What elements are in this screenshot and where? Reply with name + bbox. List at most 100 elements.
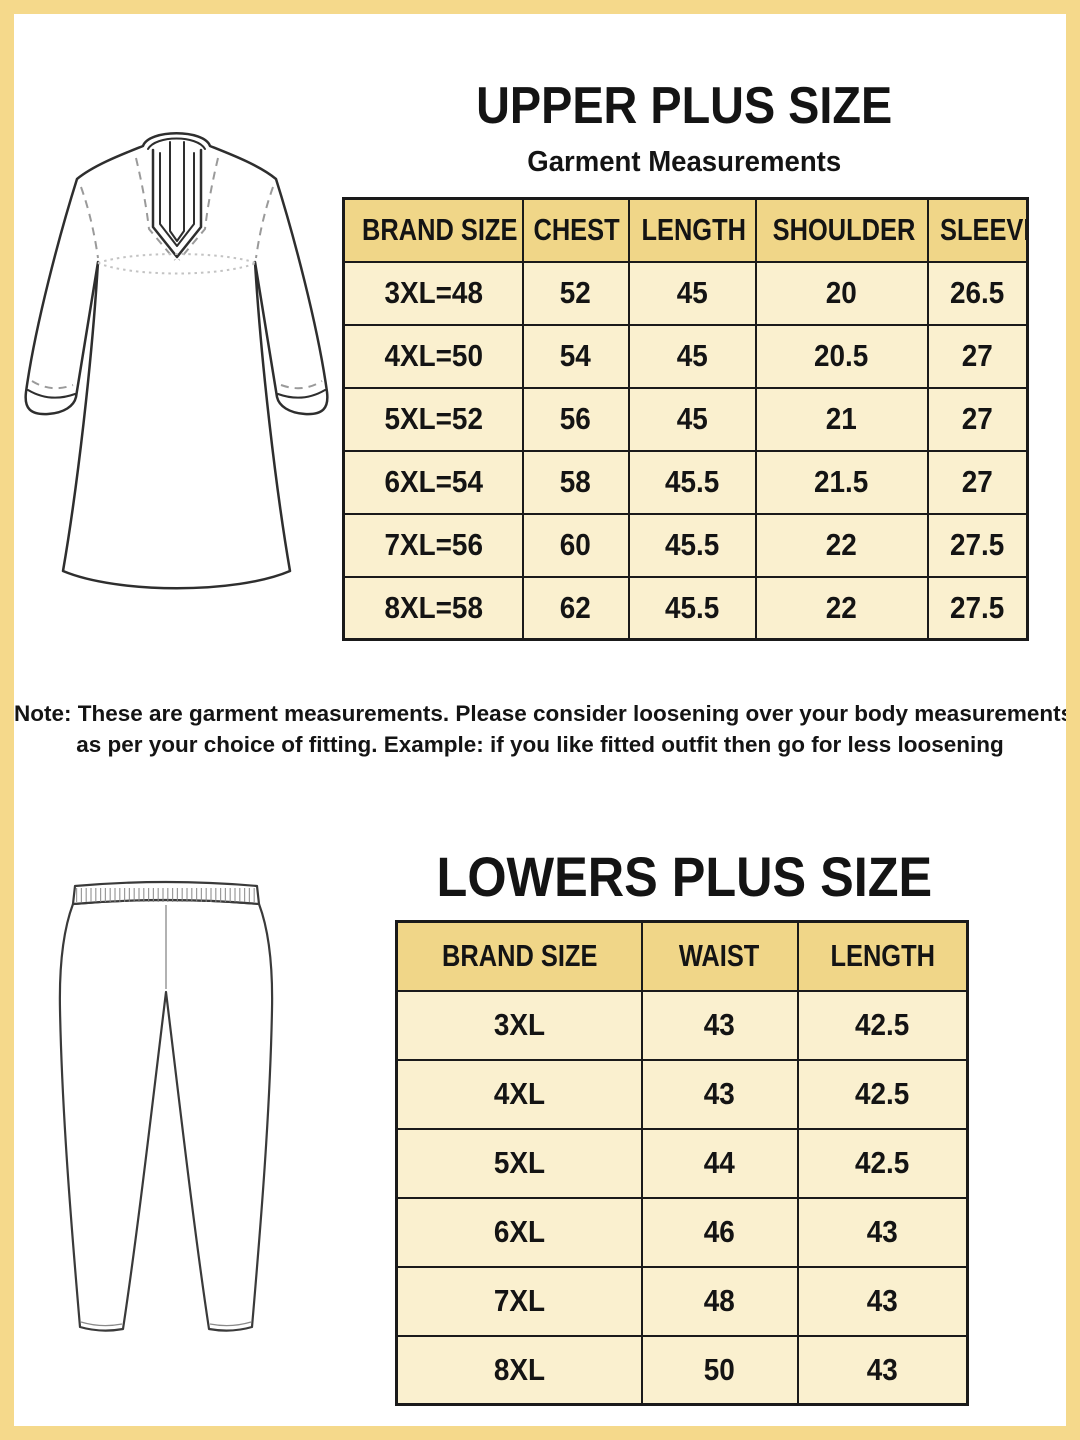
table-cell: 45 (627, 323, 757, 389)
column-header-label: WAIST (679, 938, 760, 974)
table-cell: 6XL (395, 1196, 643, 1268)
table-row: 3XL 43 42.5 (395, 989, 969, 1061)
table-cell: 42.5 (796, 1058, 969, 1130)
table-cell-value: 7XL=56 (383, 527, 483, 562)
table-cell: 48 (640, 1265, 799, 1337)
table-cell-value: 54 (559, 338, 592, 373)
table-cell: 27 (926, 449, 1029, 515)
table-cell: 4XL=50 (342, 323, 524, 389)
table-cell-value: 42.5 (855, 1145, 910, 1180)
column-header-label: LENGTH (640, 212, 746, 248)
column-header: SLEEVE (926, 197, 1029, 263)
table-cell: 46 (640, 1196, 799, 1268)
table-row: 6XL=54 58 45.5 21.5 27 (342, 449, 1029, 515)
table-cell-value: 50 (703, 1351, 736, 1387)
table-cell: 5XL (395, 1127, 643, 1199)
table-cell-value: 21 (825, 401, 858, 436)
upper-subtitle: Garment Measurements (527, 146, 841, 178)
table-cell-value: 20 (825, 275, 858, 310)
table-cell: 58 (521, 449, 630, 515)
table-cell-value: 5XL (493, 1145, 545, 1180)
table-cell: 27 (926, 323, 1029, 389)
table-cell: 26.5 (926, 260, 1029, 326)
table-cell-value: 22 (825, 589, 858, 625)
table-cell: 52 (521, 260, 630, 326)
column-header: WAIST (640, 920, 799, 992)
table-cell-value: 52 (559, 275, 592, 310)
table-cell: 45 (627, 260, 757, 326)
table-cell: 45.5 (627, 512, 757, 578)
column-header-label: SHOULDER (772, 212, 915, 248)
table-cell: 45 (627, 386, 757, 452)
table-cell-value: 8XL (493, 1351, 545, 1387)
table-cell: 3XL (395, 989, 643, 1061)
table-cell: 54 (521, 323, 630, 389)
table-cell-value: 43 (703, 1007, 736, 1042)
column-header-label: CHEST (532, 212, 620, 248)
table-row: 5XL 44 42.5 (395, 1127, 969, 1199)
table-cell: 45.5 (627, 575, 757, 641)
table-cell: 42.5 (796, 1127, 969, 1199)
table-cell: 6XL=54 (342, 449, 524, 515)
table-cell-value: 43 (866, 1283, 898, 1318)
table-row: 7XL 48 43 (395, 1265, 969, 1337)
table-cell-value: 45 (676, 338, 708, 373)
table-cell-value: 3XL (493, 1007, 545, 1042)
pants-illustration (58, 880, 274, 1332)
table-cell: 42.5 (796, 989, 969, 1061)
table-cell: 8XL=58 (342, 575, 524, 641)
column-header-label: BRAND SIZE (441, 938, 597, 974)
table-cell: 3XL=48 (342, 260, 524, 326)
table-cell-value: 27.5 (950, 589, 1005, 625)
table-cell-value: 42.5 (855, 1076, 910, 1111)
table-cell-value: 45 (676, 401, 708, 436)
table-cell: 20.5 (754, 323, 929, 389)
upper-size-table: BRAND SIZE CHEST LENGTH SHOULDER SLEEVE 3XL=4… (342, 197, 1029, 641)
table-cell-value: 45 (676, 275, 708, 310)
table-cell: 43 (640, 1058, 799, 1130)
table-cell-value: 21.5 (814, 464, 869, 499)
table-cell-value: 20.5 (814, 338, 869, 373)
table-cell: 44 (640, 1127, 799, 1199)
table-cell: 20 (754, 260, 929, 326)
table-cell-value: 60 (559, 527, 592, 562)
table-row: 7XL=56 60 45.5 22 27.5 (342, 512, 1029, 578)
table-cell: 27 (926, 386, 1029, 452)
column-header: LENGTH (627, 197, 757, 263)
upper-title: UPPER PLUS SIZE (475, 77, 893, 135)
column-header-label: SLEEVE (939, 212, 1026, 248)
table-cell-value: 62 (559, 589, 592, 625)
lower-size-table: BRAND SIZE WAIST LENGTH 3XL 43 42.5 4XL 43 42.5 5… (395, 920, 969, 1406)
header-row: BRAND SIZE CHEST LENGTH SHOULDER SLEEVE (342, 197, 1029, 263)
table-cell: 43 (796, 1196, 969, 1268)
table-cell: 27.5 (926, 575, 1029, 641)
table-cell: 43 (640, 989, 799, 1061)
table-cell-value: 6XL=54 (383, 464, 483, 499)
table-cell: 56 (521, 386, 630, 452)
column-header: CHEST (521, 197, 630, 263)
table-cell-value: 6XL (493, 1214, 545, 1249)
table-row: 6XL 46 43 (395, 1196, 969, 1268)
table-cell-value: 42.5 (855, 1007, 910, 1042)
table-cell-value: 45.5 (664, 464, 720, 499)
table-cell-value: 44 (703, 1145, 736, 1180)
column-header-label: BRAND SIZE (362, 212, 518, 248)
table-cell-value: 26.5 (950, 275, 1005, 310)
table-row: 8XL=58 62 45.5 22 27.5 (342, 575, 1029, 641)
table-cell-value: 58 (559, 464, 592, 499)
table-cell-value: 22 (825, 527, 858, 562)
table-cell-value: 5XL=52 (383, 401, 483, 436)
table-cell-value: 43 (866, 1214, 898, 1249)
table-row: 4XL 43 42.5 (395, 1058, 969, 1130)
table-cell: 21.5 (754, 449, 929, 515)
table-cell-value: 27 (961, 464, 993, 499)
table-cell: 60 (521, 512, 630, 578)
table-row: 8XL 50 43 (395, 1334, 969, 1406)
column-header: SHOULDER (754, 197, 929, 263)
table-row: 5XL=52 56 45 21 27 (342, 386, 1029, 452)
table-cell-value: 45.5 (664, 527, 720, 562)
column-header: LENGTH (796, 920, 969, 992)
table-cell-value: 27.5 (950, 527, 1005, 562)
table-cell: 5XL=52 (342, 386, 524, 452)
table-cell: 21 (754, 386, 929, 452)
